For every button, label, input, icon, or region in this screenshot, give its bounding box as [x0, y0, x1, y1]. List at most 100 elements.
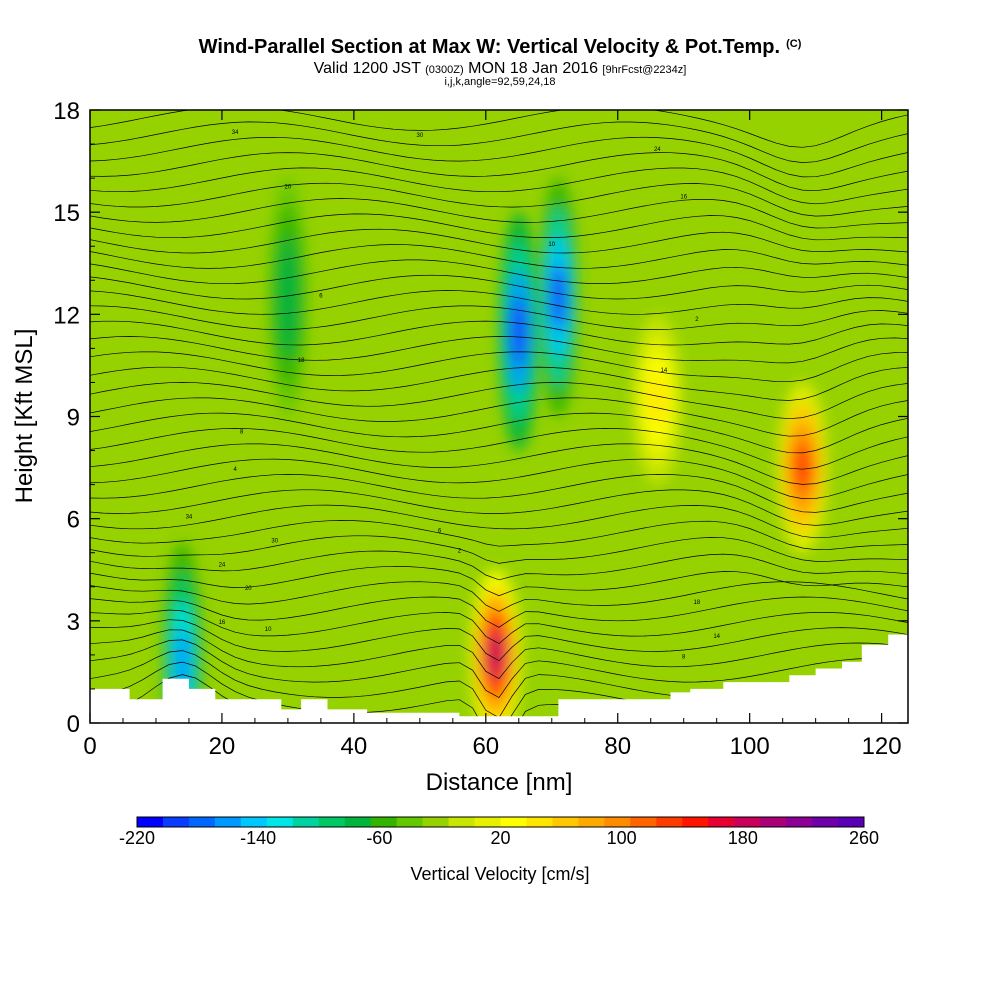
- y-axis: 0 3 6 9 12 15 18: [53, 98, 908, 738]
- colorbar-swatch-23: [734, 817, 761, 827]
- contour-label-11: 4: [233, 467, 237, 473]
- colorbar-swatch-4: [240, 817, 268, 827]
- y-axis-label: Height [Kft MSL]: [11, 329, 38, 504]
- colorbar-swatch-6: [292, 817, 320, 827]
- colorbar-swatch-8: [344, 817, 372, 827]
- w-feature-6-3: [279, 264, 296, 331]
- colorbar-swatch-21: [682, 817, 709, 827]
- field-features: [162, 177, 828, 723]
- x-tick-label-4: 80: [604, 733, 631, 760]
- theta-contour-29: [90, 259, 908, 285]
- theta-contour-13: [90, 504, 908, 539]
- theta-contour-23: [90, 351, 908, 383]
- copyright-mark: (C): [786, 38, 802, 50]
- theta-contour-27: [90, 290, 908, 315]
- theta-contour-38: [90, 121, 908, 163]
- w-feature-5-3: [174, 628, 191, 695]
- theta-contour-26: [90, 305, 908, 330]
- theta-contour-21: [90, 382, 908, 420]
- colorbar-tick-3: 20: [490, 828, 510, 848]
- theta-contour-33: [90, 198, 908, 229]
- theta-contour-12: [90, 520, 908, 550]
- colorbar: -220 -140 -60 20 100 180 260: [119, 816, 879, 848]
- colorbar-swatch-17: [578, 817, 605, 827]
- colorbar-swatch-25: [786, 817, 813, 827]
- x-tick-label-3: 60: [472, 733, 499, 760]
- theta-contour-8: [90, 581, 908, 612]
- theta-contour-30: [90, 244, 908, 269]
- contour-label-0: 34: [232, 130, 239, 136]
- theta-contour-18: [90, 428, 908, 470]
- chart-title: Wind-Parallel Section at Max W: Vertical…: [198, 36, 802, 58]
- colorbar-swatch-26: [812, 817, 839, 827]
- y-tick-label-0: 0: [67, 711, 80, 738]
- contour-label-20: 18: [694, 600, 701, 606]
- velocity-field: [90, 110, 908, 723]
- x-tick-label-0: 0: [83, 733, 96, 760]
- contour-label-22: 8: [682, 654, 686, 660]
- w-feature-1-3: [793, 443, 812, 493]
- contour-label-10: 8: [240, 430, 244, 436]
- colorbar-label: Vertical Velocity [cm/s]: [410, 864, 590, 884]
- contour-label-15: 20: [245, 586, 252, 592]
- colorbar-tick-2: -60: [366, 828, 392, 848]
- theta-contour-5: [90, 619, 908, 662]
- theta-contour-31: [90, 228, 908, 254]
- colorbar-swatch-18: [604, 817, 631, 827]
- colorbar-swatch-16: [552, 817, 579, 827]
- theta-contour-28: [90, 274, 908, 300]
- y-tick-label-2: 6: [67, 507, 80, 534]
- colorbar-swatch-20: [656, 817, 683, 827]
- theta-contours: 34 30 24 20 16 10 6 2 18 14 8 4 34 30 24 20 16 10 6 2 18 14 8: [90, 110, 908, 723]
- colorbar-tick-0: -220: [119, 828, 155, 848]
- w-feature-4-3: [550, 264, 567, 331]
- colorbar-swatch-13: [474, 817, 501, 827]
- theta-contour-32: [90, 213, 908, 241]
- w-feature-3-3: [510, 298, 527, 365]
- chart-subtitle: Valid 1200 JST (0300Z) MON 18 Jan 2016 […: [313, 60, 687, 77]
- contour-label-5: 10: [548, 242, 555, 248]
- colorbar-swatch-15: [526, 817, 553, 827]
- colorbar-swatch-14: [500, 817, 527, 827]
- y-tick-label-1: 3: [67, 609, 80, 636]
- colorbar-swatch-10: [396, 817, 424, 827]
- theta-contour-35: [90, 167, 908, 205]
- contour-label-7: 2: [695, 317, 699, 323]
- theta-contour-0: [90, 674, 908, 723]
- x-axis-label: Distance [nm]: [426, 769, 573, 796]
- colorbar-frame: [136, 816, 865, 828]
- contour-label-1: 30: [416, 133, 423, 139]
- theta-contour-9: [90, 566, 908, 597]
- colorbar-swatch-3: [214, 817, 242, 827]
- contour-label-3: 20: [285, 184, 292, 190]
- theta-contour-15: [90, 474, 908, 513]
- contour-label-6: 6: [319, 293, 323, 299]
- contour-label-2: 24: [654, 147, 661, 153]
- x-tick-label-2: 40: [341, 733, 368, 760]
- contour-label-18: 6: [438, 528, 442, 534]
- colorbar-swatch-5: [266, 817, 294, 827]
- colorbar-swatch-12: [448, 817, 476, 827]
- y-tick-label-5: 15: [53, 200, 80, 227]
- colorbar-swatch-27: [838, 817, 865, 827]
- contour-label-14: 24: [219, 562, 226, 568]
- contour-label-12: 34: [186, 515, 193, 521]
- contour-label-17: 10: [265, 627, 272, 633]
- colorbar-tick-5: 180: [728, 828, 758, 848]
- theta-contour-24: [90, 336, 908, 364]
- y-tick-label-6: 18: [53, 98, 80, 125]
- colorbar-swatch-2: [188, 817, 216, 827]
- w-feature-2-3: [648, 375, 667, 424]
- theta-contour-11: [90, 535, 908, 564]
- theta-contour-34: [90, 182, 908, 217]
- theta-contour-10: [90, 550, 908, 581]
- theta-contour-20: [90, 397, 908, 437]
- colorbar-swatch-11: [422, 817, 450, 827]
- y-tick-label-4: 12: [53, 302, 80, 329]
- contour-label-8: 18: [298, 358, 305, 364]
- colorbar-swatch-22: [708, 817, 735, 827]
- colorbar-swatch-9: [370, 817, 398, 827]
- theta-contour-36: [90, 152, 908, 192]
- grid-index-label: i,j,k,angle=92,59,24,18: [444, 76, 556, 88]
